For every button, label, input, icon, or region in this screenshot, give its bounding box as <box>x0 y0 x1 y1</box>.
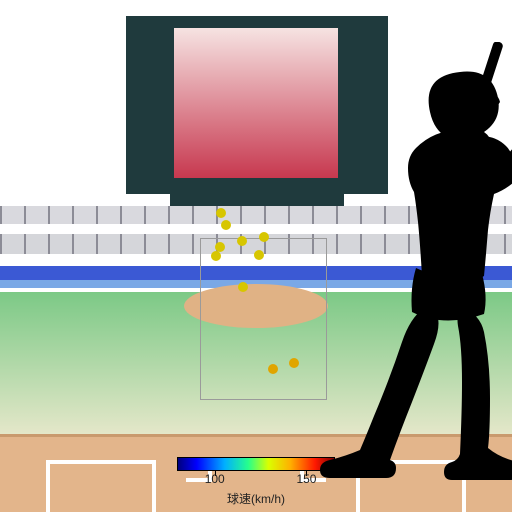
colorbar-ticks: 100 150 <box>178 470 334 488</box>
chalk-line <box>46 460 50 512</box>
colorbar: 100 150 球速(km/h) <box>178 458 334 507</box>
pitch-dot <box>238 282 248 292</box>
colorbar-tick-label: 150 <box>296 472 316 486</box>
pitch-dot <box>268 364 278 374</box>
colorbar-title: 球速(km/h) <box>178 490 334 507</box>
chalk-line <box>46 460 156 464</box>
pitch-dot <box>216 208 226 218</box>
pitch-dot <box>221 220 231 230</box>
pitch-dot <box>237 236 247 246</box>
chalk-line <box>152 460 156 512</box>
pitch-dot <box>289 358 299 368</box>
colorbar-strip <box>178 458 334 470</box>
scoreboard-screen <box>174 28 338 178</box>
colorbar-tick-label: 100 <box>205 472 225 486</box>
pitch-dot <box>259 232 269 242</box>
batter-silhouette <box>320 42 512 480</box>
pitch-dot <box>254 250 264 260</box>
pitch-dot <box>211 251 221 261</box>
chart-scene: 100 150 球速(km/h) <box>0 0 512 512</box>
strike-zone <box>200 238 327 400</box>
